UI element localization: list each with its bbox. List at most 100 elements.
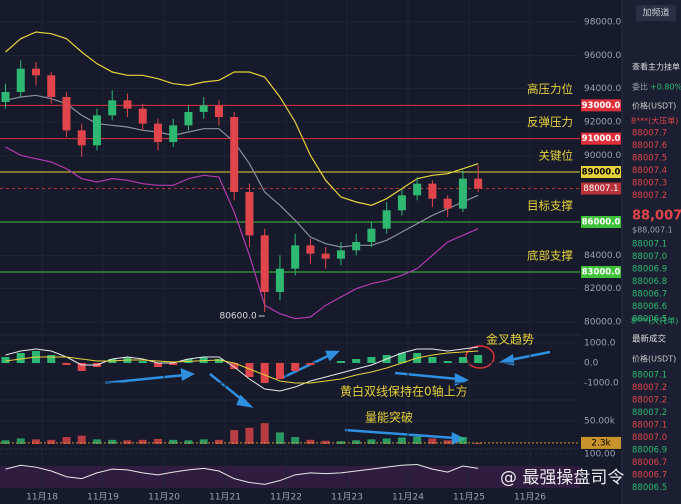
current-tag-label: 88007.1 <box>583 184 618 194</box>
volume-bar <box>47 439 56 444</box>
band-line <box>5 146 479 320</box>
volume-bar <box>1 440 10 444</box>
ob-last: 88,007.1 <box>632 209 681 224</box>
macd-bar <box>245 363 254 377</box>
bid-price: 88006.6 <box>632 302 667 312</box>
macd-tick-label: -1000.0 <box>584 379 619 389</box>
trade-price: 88007.2 <box>632 408 667 418</box>
level-tag-label: 86000.0 <box>582 218 621 228</box>
macd-bar <box>77 363 86 371</box>
volume-tag-label: 2.3k <box>591 438 611 448</box>
candle-body <box>16 68 25 92</box>
candle-body <box>1 92 10 102</box>
volume-bar <box>184 440 193 444</box>
macd-bar <box>275 363 284 379</box>
x-tick-label: 11月21 <box>209 492 241 503</box>
macd-bar <box>1 357 10 363</box>
volume-bar <box>306 439 315 444</box>
macd-bar <box>199 357 208 363</box>
candle-body <box>443 198 452 209</box>
volume-bar <box>230 430 239 444</box>
candle-body <box>291 245 300 269</box>
level-name: 目标支撑 <box>527 199 573 213</box>
y-tick-label: 90000.0 <box>584 151 621 161</box>
volume-bar <box>92 439 101 444</box>
level-tag-label: 93000.0 <box>582 101 621 111</box>
ask-tag: 8***(大压单) <box>631 116 678 126</box>
candle-body <box>275 268 284 292</box>
candle-body <box>62 97 71 131</box>
macd-bar <box>306 363 315 365</box>
ask-price: 88007.4 <box>632 166 667 176</box>
ob-ratio: +0.80% <box>650 83 681 92</box>
macd-bar <box>260 363 269 383</box>
bid-tag: 8***(大托单) <box>631 316 678 326</box>
volume-bar <box>321 440 330 444</box>
y-tick-label: 96000.0 <box>584 51 621 61</box>
volume-bar <box>77 435 86 444</box>
level-tag-label: 83000.0 <box>582 268 621 278</box>
level-name: 高压力位 <box>527 82 573 96</box>
macd-bar <box>428 357 437 363</box>
candle-body <box>47 75 56 97</box>
trades-header: 价格(USDT) <box>632 354 676 364</box>
level-tag <box>581 132 621 145</box>
volume-annotation: 量能突破 <box>365 410 413 425</box>
level-tag <box>581 216 621 228</box>
volume-bar <box>214 439 223 444</box>
bid-price: 88006.5 <box>632 315 667 325</box>
ask-price: 88007.2 <box>632 191 667 201</box>
y-tick-label: 84000.0 <box>584 251 621 261</box>
candle-body <box>321 253 330 259</box>
x-tick-label: 11月20 <box>148 492 180 503</box>
y-tick-label: 98000.0 <box>584 18 621 28</box>
band-line <box>5 31 479 206</box>
x-tick-label: 11月24 <box>392 492 424 503</box>
volume-bar <box>352 440 361 444</box>
current-tag <box>581 182 621 195</box>
osc-tick-label: 100.00 <box>584 449 616 459</box>
macd-bar <box>336 361 345 363</box>
ob-title: 查看主力挂单 <box>632 62 680 72</box>
ask-price: 88007.3 <box>632 179 667 189</box>
y-tick-label: 94000.0 <box>584 84 621 94</box>
volume-bar <box>31 439 40 444</box>
macd-bar <box>214 359 223 363</box>
candle-body <box>108 100 117 116</box>
x-tick-label: 11月26 <box>514 492 546 503</box>
macd-bar <box>397 353 406 363</box>
volume-bar <box>199 439 208 444</box>
volume-bar <box>367 439 376 444</box>
volume-bar <box>260 423 269 444</box>
ask-price: 88007.7 <box>632 129 667 139</box>
ob-ratio-label: 委比 <box>632 82 648 92</box>
candle-body <box>367 228 376 242</box>
candle-body <box>123 100 132 109</box>
macd-bar <box>367 357 376 363</box>
volume-bar <box>16 438 25 444</box>
candle-body <box>306 245 315 254</box>
channel-button[interactable] <box>636 5 676 21</box>
macd-bar <box>47 355 56 363</box>
volume-bar <box>245 427 254 444</box>
ob-header: 价格(USDT) <box>632 101 676 111</box>
candle-body <box>230 117 239 192</box>
trade-price: 88006.7 <box>632 458 667 468</box>
trades-title: 最新成交 <box>632 334 667 345</box>
macd-bar <box>153 363 162 367</box>
candle-body <box>458 178 467 209</box>
y-tick-label: 82000.0 <box>584 284 621 294</box>
trade-price: 88007.1 <box>632 371 667 381</box>
macd-bar <box>16 353 25 363</box>
channel-button-label[interactable]: 加频道 <box>642 7 669 19</box>
macd-tick-label: 1000.0 <box>584 339 616 349</box>
candle-body <box>184 112 193 126</box>
volume-bar <box>474 442 483 444</box>
volume-bar <box>291 437 300 444</box>
macd-bar <box>443 361 452 363</box>
bid-price: 88007.1 <box>632 240 667 250</box>
volume-bar <box>123 440 132 444</box>
volume-bar <box>428 438 437 444</box>
candle-body <box>474 178 483 189</box>
